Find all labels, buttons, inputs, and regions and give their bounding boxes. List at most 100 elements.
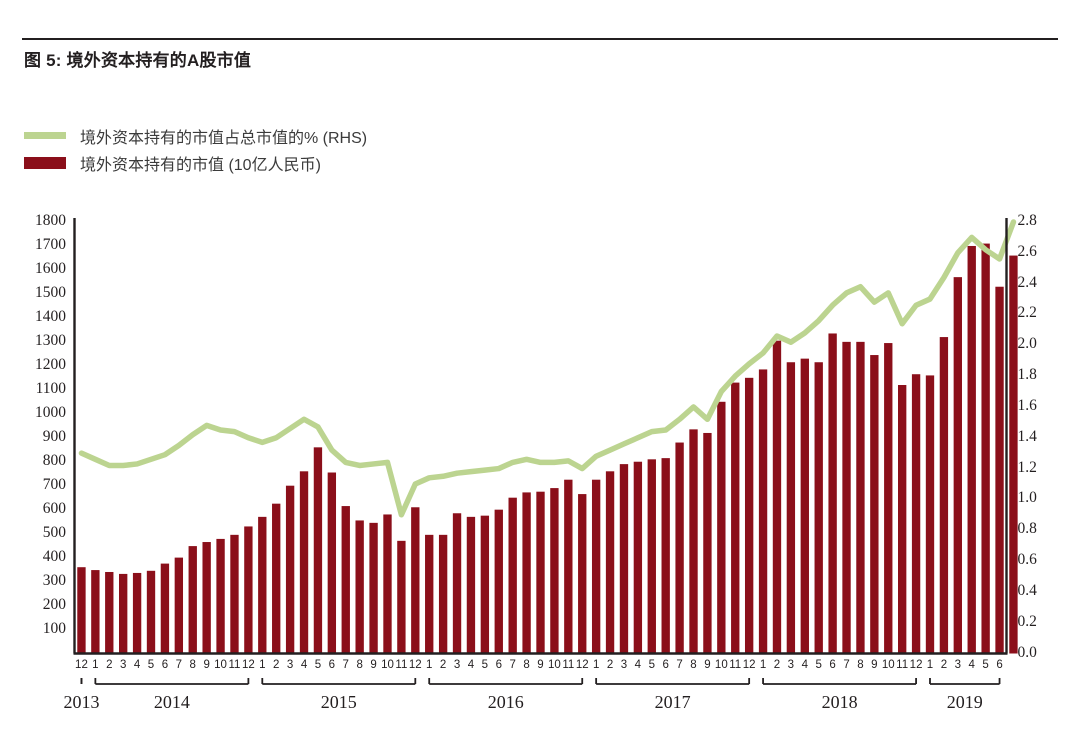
chart-bar <box>828 333 837 654</box>
chart-bar <box>119 573 128 654</box>
x-axis-year-label: 2019 <box>946 692 983 712</box>
chart-bar <box>397 540 406 654</box>
x-axis-month-label: 11 <box>729 659 742 671</box>
x-axis-month-label: 12 <box>909 659 923 671</box>
x-axis-month-label: 6 <box>662 659 669 671</box>
chart-bar <box>842 341 851 654</box>
chart-bar <box>105 571 114 654</box>
chart-bar <box>619 464 629 654</box>
chart-legend: 境外资本持有的市值占总市值的% (RHS) 境外资本持有的市值 (10亿人民币) <box>24 122 367 176</box>
y-axis-tick-left: 200 <box>42 595 66 613</box>
x-axis-month-label: 6 <box>495 659 502 671</box>
chart-bar <box>230 534 239 654</box>
x-axis-month-label: 7 <box>843 659 850 671</box>
x-axis-month-label: 3 <box>453 659 461 671</box>
x-axis-month-label: 4 <box>467 659 475 671</box>
chart-bar <box>411 507 420 654</box>
x-axis-month-label: 9 <box>203 659 210 671</box>
chart-bar <box>884 343 893 654</box>
chart-bar <box>578 494 587 654</box>
chart-bar <box>383 514 392 654</box>
x-axis-month-label: 1 <box>926 659 934 671</box>
chart-bar <box>536 491 545 654</box>
chart-bar <box>856 341 865 654</box>
x-axis-month-label: 9 <box>370 659 377 671</box>
x-axis-month-label: 10 <box>881 659 895 671</box>
chart-bar <box>494 509 503 654</box>
chart-bar <box>661 458 670 654</box>
x-axis-month-label: 6 <box>161 659 169 671</box>
y-axis-tick-left: 300 <box>42 571 66 589</box>
chart-bar <box>466 516 476 654</box>
x-axis-month-label: 5 <box>648 659 655 671</box>
chart-bar <box>258 516 267 654</box>
y-axis-tick-right: 0.6 <box>1017 551 1037 569</box>
y-axis-tick-right: 0.0 <box>1017 643 1037 661</box>
x-axis-month-label: 10 <box>714 659 728 671</box>
y-axis-tick-left: 100 <box>42 619 66 637</box>
x-axis-month-label: 1 <box>426 659 433 671</box>
x-axis-month-label: 12 <box>75 659 88 671</box>
bar-series <box>77 243 1018 654</box>
y-axis-tick-right: 2.2 <box>1017 304 1037 322</box>
x-axis-month-label: 6 <box>328 659 336 671</box>
y-axis-tick-left: 600 <box>42 499 66 517</box>
chart-bar <box>202 542 211 654</box>
x-axis-month-label: 3 <box>286 659 294 671</box>
line-series <box>78 219 1017 518</box>
x-axis-month-label: 4 <box>300 659 308 671</box>
page-title: 图 5: 境外资本持有的A股市值 <box>24 51 252 70</box>
chart-bar <box>605 471 615 654</box>
chart-bar <box>995 286 1004 654</box>
y-axis-tick-left: 1600 <box>35 259 66 277</box>
y-axis-tick-right: 1.8 <box>1017 366 1037 384</box>
x-axis-year-label: 2013 <box>63 692 100 712</box>
legend-bar-swatch-icon <box>24 156 66 169</box>
chart-bar <box>814 362 823 654</box>
x-axis-month-label: 4 <box>801 659 808 671</box>
x-axis-month-label: 12 <box>742 659 756 671</box>
x-axis-month-label: 2 <box>272 659 280 671</box>
chart-bar <box>174 557 184 654</box>
x-axis-month-label: 4 <box>634 659 642 671</box>
chart-bar <box>425 534 434 654</box>
x-axis-month-label: 7 <box>175 659 183 671</box>
x-axis-month-label: 1 <box>759 659 767 671</box>
x-axis-month-label: 10 <box>548 659 561 671</box>
x-axis-month-label: 12 <box>408 659 422 671</box>
y-axis-tick-right: 1.4 <box>1017 427 1037 445</box>
chart-bar <box>188 546 197 654</box>
x-axis-month-label: 12 <box>241 659 255 671</box>
x-axis-month-label: 3 <box>620 659 628 671</box>
chart-bar <box>967 245 976 654</box>
x-axis-month-label: 5 <box>982 659 989 671</box>
chart-bar <box>550 488 559 654</box>
y-axis-tick-right: 1.0 <box>1017 489 1037 507</box>
y-axis-tick-left: 1700 <box>35 235 66 253</box>
chart-bar <box>480 515 490 654</box>
x-axis-month-label: 6 <box>996 659 1003 671</box>
chart-bar <box>216 538 225 654</box>
chart-bar <box>508 497 517 654</box>
y-axis-tick-right: 0.4 <box>1017 581 1037 599</box>
x-axis-month-label: 7 <box>509 659 516 671</box>
x-axis-month-label: 8 <box>857 659 864 671</box>
chart-bar <box>272 503 281 654</box>
y-axis-tick-right: 0.2 <box>1017 612 1037 630</box>
x-axis-month-label: 4 <box>968 659 975 671</box>
x-axis-month-label: 10 <box>214 659 227 671</box>
chart-bar <box>522 492 531 654</box>
chart-bar <box>369 522 378 654</box>
x-axis-month-label: 1 <box>259 659 266 671</box>
chart-bar <box>299 471 309 654</box>
x-axis-month-label: 6 <box>829 659 836 671</box>
x-axis-month-label: 8 <box>356 659 363 671</box>
x-axis-month-label: 10 <box>381 659 394 671</box>
x-axis-month-label: 5 <box>147 659 155 671</box>
y-axis-tick-left: 1000 <box>35 403 66 421</box>
x-axis-month-label: 5 <box>314 659 322 671</box>
chart-bar <box>160 563 170 654</box>
chart-bar <box>146 570 156 654</box>
x-axis-month-label: 9 <box>871 659 878 671</box>
